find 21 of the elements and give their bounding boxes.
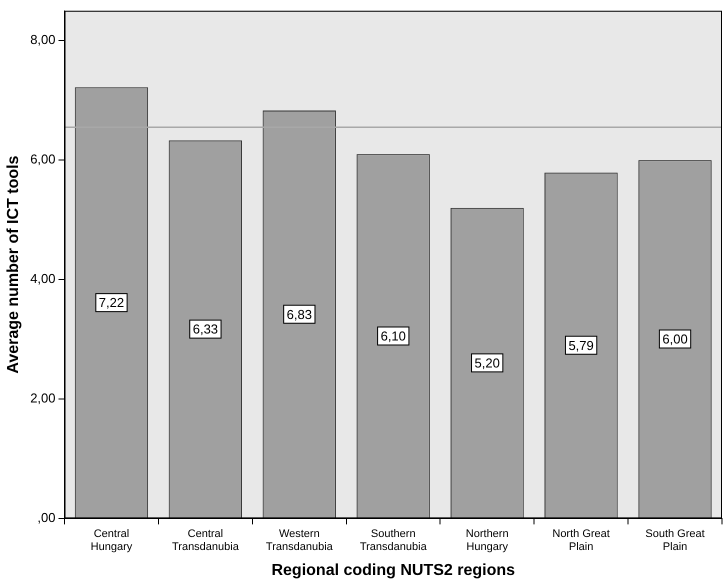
x-tick-label: Western Transdanubia: [266, 528, 334, 554]
x-tick-label: Southern Transdanubia: [360, 528, 428, 554]
y-tick-label: 4,00: [30, 271, 56, 286]
x-tick-label: Central Hungary: [90, 528, 133, 554]
data-label: 6,00: [662, 332, 688, 347]
data-label: 6,33: [192, 322, 218, 337]
y-tick-label: ,00: [37, 510, 56, 525]
y-tick-label: 8,00: [30, 32, 56, 48]
x-axis-title: Regional coding NUTS2 regions: [271, 562, 516, 579]
x-tick-label: North Great Plain: [552, 528, 610, 554]
y-tick-label: 6,00: [30, 152, 56, 167]
x-tick-label: Central Transdanubia: [172, 528, 240, 554]
data-label: 6,10: [380, 328, 406, 344]
y-axis-title: Average number of ICT tools: [5, 155, 22, 374]
data-label: 7,22: [98, 295, 124, 310]
x-tick-label: South Great Plain: [645, 528, 705, 554]
x-tick-label: Northern Hungary: [466, 528, 509, 554]
data-label: 5,20: [474, 355, 500, 370]
data-label: 5,79: [568, 338, 594, 353]
data-label: 6,83: [286, 306, 312, 322]
y-tick-label: 2,00: [30, 390, 56, 406]
